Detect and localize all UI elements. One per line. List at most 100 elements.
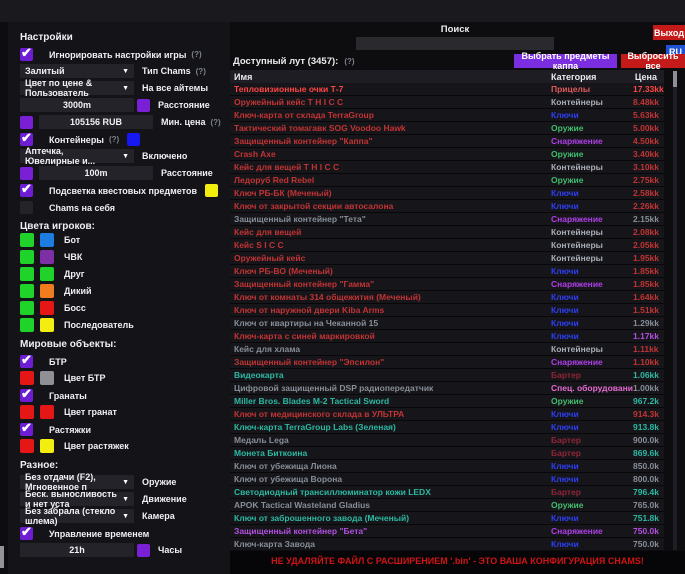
table-row[interactable]: Видеокарта Бартер 1.06kk (230, 369, 664, 382)
input-расстояние[interactable]: 3000m (20, 98, 134, 112)
checkbox-гранаты[interactable] (20, 386, 33, 402)
column-header-price[interactable]: Цена (634, 71, 657, 82)
table-row[interactable]: Защищенный контейнер "Бета" Снаряжение 750… (230, 525, 664, 538)
item-name: Защищенный контейнер "Каппа" (234, 136, 373, 146)
color-swatch[interactable] (127, 133, 141, 146)
color-swatch-primary[interactable] (20, 301, 34, 315)
table-row[interactable]: Защищенный контейнер "Гамма" Снаряжение 1.… (230, 278, 664, 291)
table-row[interactable]: Ключ от квартиры на Чеканной 15 Ключи 1.29… (230, 317, 664, 330)
table-row[interactable]: Crash Axe Оружие 3.40kk (230, 148, 664, 161)
item-category: Контейнеры (551, 253, 603, 263)
checkbox-растяжки[interactable] (20, 420, 33, 436)
color-swatch-primary[interactable] (20, 318, 34, 332)
color-swatch[interactable] (20, 166, 33, 180)
table-row[interactable]: Защищенный контейнер "Эпсилон" Снаряжение… (230, 356, 664, 369)
checkbox-управление-временем[interactable] (20, 524, 33, 540)
color-swatch[interactable] (137, 98, 150, 112)
item-category: Ключи (551, 539, 579, 549)
color-swatch-primary[interactable] (20, 405, 34, 419)
color-swatch-secondary[interactable] (40, 405, 54, 419)
table-row[interactable]: Цифровой защищенный DSP радиопередатчик С… (230, 382, 664, 395)
color-swatch-primary[interactable] (20, 250, 34, 264)
color-swatch-secondary[interactable] (40, 439, 54, 453)
input-часы[interactable]: 21h (20, 543, 134, 557)
table-row[interactable]: Кейс для вещей T H I C C Контейнеры 3.10kk (230, 161, 664, 174)
checkbox-игнорировать-настройки-игры[interactable] (20, 45, 33, 61)
table-row[interactable]: Кейс для хлама Контейнеры 1.11kk (230, 343, 664, 356)
color-swatch-secondary[interactable] (40, 301, 54, 315)
color-swatch-primary[interactable] (20, 371, 34, 385)
dropdown-на-все-айтемы[interactable]: Цвет по цене & Пользователь ▼ (20, 78, 134, 98)
table-row[interactable]: Оружейный кейс Контейнеры 1.95kk (230, 252, 664, 265)
input-расстояние[interactable]: 100m (39, 166, 153, 180)
loot-table: Имя Категория Цена Тепловизионные очки Т… (230, 70, 664, 550)
item-category: Бартер (551, 448, 581, 458)
item-price: 1.00kk (633, 383, 659, 393)
color-swatch-secondary[interactable] (40, 371, 54, 385)
input-label: Расстояние (161, 168, 213, 178)
loot-scrollbar[interactable] (673, 71, 677, 550)
table-row[interactable]: Ключ-карта TerraGroup Labs (Зеленая) Ключ… (230, 421, 664, 434)
drop-all-button[interactable]: Выбросить все (621, 51, 685, 71)
search-input[interactable] (356, 37, 554, 50)
table-row[interactable]: Ключ-карта Завода Ключи 750.0k (230, 538, 664, 550)
table-row[interactable]: Ключ-карта с синей маркировкой Ключи 1.17k… (230, 330, 664, 343)
table-row[interactable]: Ключ от комнаты 314 общежития (Меченый) К… (230, 291, 664, 304)
column-header-name[interactable]: Имя (234, 71, 253, 82)
table-row[interactable]: Кейс S I C C Контейнеры 2.05kk (230, 239, 664, 252)
color-swatch[interactable] (205, 184, 219, 197)
dropdown-движение[interactable]: Беск. выносливость и нет уста ▼ (20, 489, 134, 509)
table-row[interactable]: Ключ от наружной двери Kiba Arms Ключи 1.5… (230, 304, 664, 317)
table-row[interactable]: Ледоруб Red Rebel Оружие 2.75kk (230, 174, 664, 187)
dropdown-камера[interactable]: Без забрала (стекло шлема) ▼ (20, 506, 134, 526)
table-row[interactable]: Ключ РБ-ВО (Меченый) Ключи 1.85kk (230, 265, 664, 278)
column-header-category[interactable]: Категория (551, 71, 597, 82)
color-swatch-primary[interactable] (20, 284, 34, 298)
table-row[interactable]: Ключ от закрытой секции автосалона Ключи 2… (230, 200, 664, 213)
dropdown-тип-chams[interactable]: Залитый ▼ (20, 64, 134, 78)
item-price: 1.29kk (633, 318, 659, 328)
table-row[interactable]: Тепловизионные очки Т-7 Прицелы 17.33kk (230, 83, 664, 96)
table-row[interactable]: Ключ РБ-БК (Меченый) Ключи 2.58kk (230, 187, 664, 200)
color-swatch-primary[interactable] (20, 233, 34, 247)
table-row[interactable]: Ключ от заброшенного завода (Меченый) Клю… (230, 512, 664, 525)
table-row[interactable]: Ключ-карта от склада TerraGroup Ключи 5.63… (230, 109, 664, 122)
color-swatch-primary[interactable] (20, 267, 34, 281)
table-row[interactable]: Ключ от медицинского склада в УЛЬТРА Ключ… (230, 408, 664, 421)
checkbox-подсветка-квестовых-предметов[interactable] (20, 181, 33, 197)
table-row[interactable]: Ключ от убежища Ворона Ключи 800.0k (230, 473, 664, 486)
table-row[interactable]: Кейс для вещей Контейнеры 2.08kk (230, 226, 664, 239)
table-row[interactable]: Тактический томагавк SOG Voodoo Hawk Оруж… (230, 122, 664, 135)
item-category: Ключи (551, 461, 579, 471)
checkbox-контейнеры[interactable] (20, 130, 33, 146)
color-swatch-secondary[interactable] (40, 267, 54, 281)
dropdown-оружие[interactable]: Без отдачи (F2), Мгновенное п ▼ (20, 472, 134, 492)
table-row[interactable]: Защищенный контейнер "Каппа" Снаряжение 4.… (230, 135, 664, 148)
item-name: Защищенный контейнер "Бета" (234, 526, 368, 536)
color-swatch-secondary[interactable] (40, 233, 54, 247)
settings-scrollbar-thumb[interactable] (0, 546, 4, 568)
checkbox-chams-на-себя[interactable] (20, 201, 33, 214)
dropdown-включено[interactable]: Аптечка, Ювелирные и... ▼ (20, 146, 134, 166)
loot-scrollbar-thumb[interactable] (673, 71, 677, 87)
color-swatch-primary[interactable] (20, 439, 34, 453)
item-price: 913.8k (633, 422, 659, 432)
table-row[interactable]: APOK Tactical Wasteland Gladius Оружие 765… (230, 499, 664, 512)
color-swatch[interactable] (20, 115, 33, 129)
table-row[interactable]: Miller Bros. Blades M-2 Tactical Sword Ор… (230, 395, 664, 408)
color-swatch[interactable] (137, 543, 150, 557)
table-row[interactable]: Оружейный кейс T H I C C Контейнеры 8.48kk (230, 96, 664, 109)
color-swatch-secondary[interactable] (40, 284, 54, 298)
table-row[interactable]: Медаль Lega Бартер 900.0k (230, 434, 664, 447)
item-name: Кейс для хлама (234, 344, 301, 354)
select-kappa-items-button[interactable]: Выбрать предметы каппа (514, 51, 617, 71)
table-row[interactable]: Монета Биткоина Бартер 869.6k (230, 447, 664, 460)
color-swatch-secondary[interactable] (40, 318, 54, 332)
table-row[interactable]: Ключ от убежища Лиона Ключи 850.0k (230, 460, 664, 473)
input-мин-цена[interactable]: 105156 RUB (39, 115, 153, 129)
table-row[interactable]: Защищенный контейнер "Тета" Снаряжение 2.1… (230, 213, 664, 226)
table-row[interactable]: Светодиодный трансиллюминатор кожи LEDX Б… (230, 486, 664, 499)
checkbox-бтр[interactable] (20, 352, 33, 368)
exit-button[interactable]: Выход (653, 25, 685, 40)
color-swatch-secondary[interactable] (40, 250, 54, 264)
